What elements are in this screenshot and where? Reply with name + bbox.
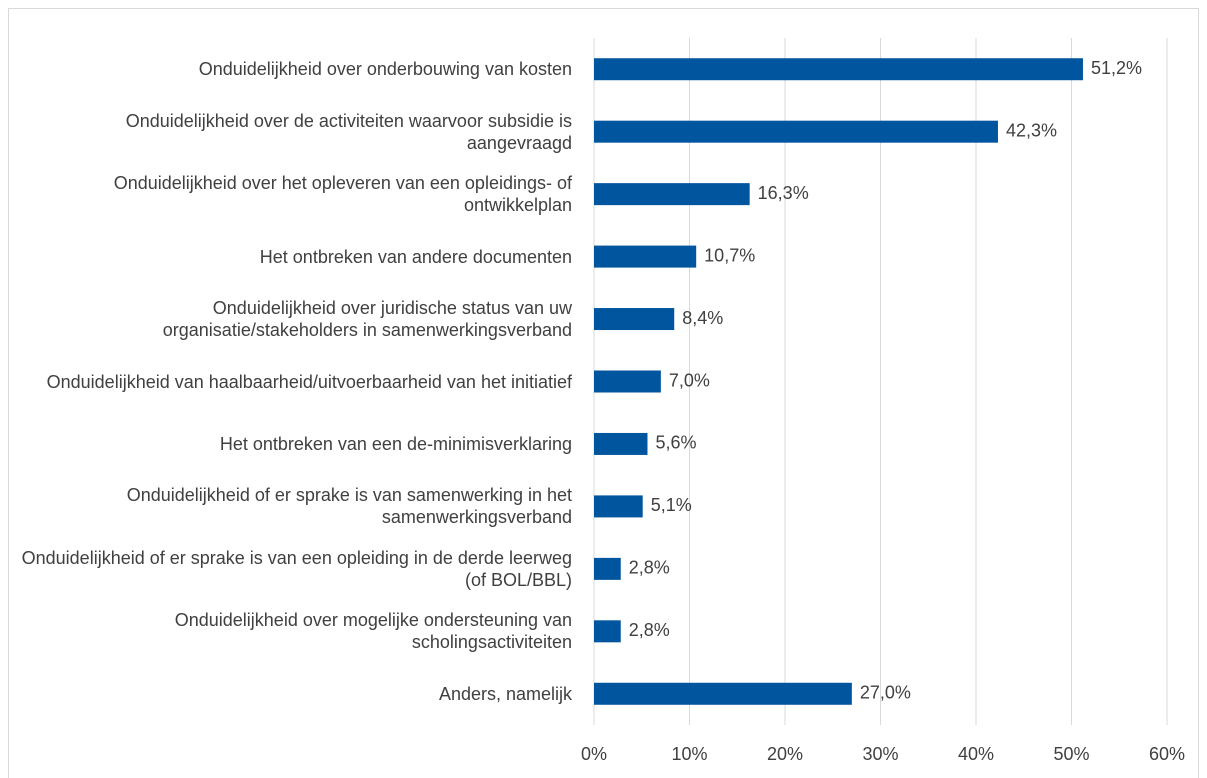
bar: [594, 432, 648, 455]
y-tick-label: Onduidelijkheid van haalbaarheid/uitvoer…: [46, 371, 572, 392]
bar: [594, 370, 661, 393]
y-tick-label: Onduidelijkheid over onderbouwing van ko…: [198, 59, 572, 80]
value-label: 42,3%: [1006, 120, 1057, 140]
bar: [594, 245, 697, 268]
bar: [594, 682, 852, 705]
y-tick-label: Onduidelijkheid of er sprake is van same…: [126, 485, 572, 528]
chart-border: [8, 8, 1199, 778]
y-tick-label: Onduidelijkheid over het opleveren van e…: [113, 173, 572, 216]
value-label: 7,0%: [669, 370, 710, 390]
bar: [594, 557, 621, 580]
value-label: 27,0%: [860, 683, 911, 703]
y-tick-label: Anders, namelijk: [438, 683, 572, 704]
value-label: 2,8%: [629, 558, 670, 578]
bar: [594, 495, 643, 518]
x-tick-label: 50%: [1053, 744, 1089, 764]
x-tick-label: 60%: [1149, 744, 1185, 764]
value-label: 2,8%: [629, 620, 670, 640]
y-tick-label: Onduidelijkheid over mogelijke ondersteu…: [174, 610, 572, 653]
x-tick-label: 40%: [958, 744, 994, 764]
value-label: 51,2%: [1091, 58, 1142, 78]
bar: [594, 183, 750, 206]
value-label: 5,6%: [655, 433, 696, 453]
y-tick-label: Het ontbreken van een de-minimisverklari…: [219, 433, 572, 454]
value-label: 16,3%: [758, 183, 809, 203]
bar: [594, 620, 621, 643]
bar: [594, 308, 675, 331]
x-tick-label: 20%: [767, 744, 803, 764]
value-label: 10,7%: [704, 245, 755, 265]
x-tick-label: 10%: [671, 744, 707, 764]
y-tick-label: Het ontbreken van andere documenten: [259, 246, 572, 267]
y-tick-label: Onduidelijkheid over de activiteiten waa…: [125, 110, 572, 153]
value-label: 8,4%: [682, 308, 723, 328]
y-tick-label: Onduidelijkheid over juridische status v…: [162, 298, 572, 341]
bar: [594, 120, 998, 143]
value-label: 5,1%: [651, 495, 692, 515]
x-tick-label: 30%: [862, 744, 898, 764]
bar: [594, 58, 1083, 81]
y-tick-label: Onduidelijkheid of er sprake is van een …: [21, 547, 572, 590]
x-tick-label: 0%: [581, 744, 607, 764]
